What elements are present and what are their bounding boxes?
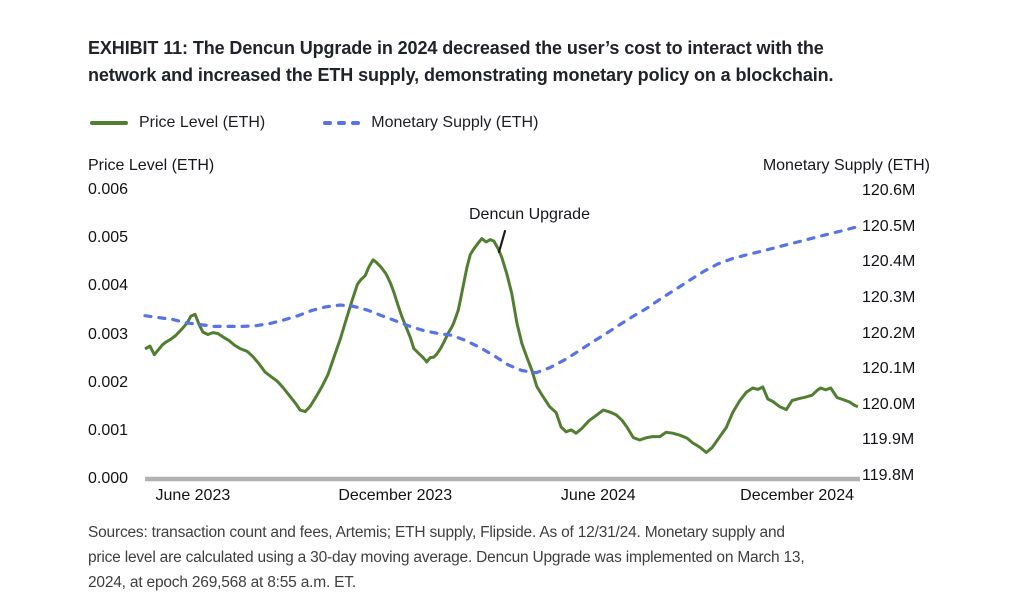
x-tick-label: June 2024	[560, 487, 636, 504]
y-tick-label: 119.8M	[862, 467, 915, 484]
x-tick-label: December 2023	[338, 487, 453, 504]
sources-note: Sources: transaction count and fees, Art…	[88, 520, 968, 595]
y-tick-label: 0.002	[88, 373, 129, 391]
y-tick-label: 0.001	[88, 421, 129, 439]
y-tick-label: 0.003	[88, 325, 129, 343]
exhibit-title-line: network and increased the ETH supply, de…	[88, 65, 834, 85]
y-tick-label: 120.0M	[862, 395, 916, 413]
annotation-callout-line	[497, 229, 507, 254]
legend-label-price-level: Price Level (ETH)	[139, 114, 266, 131]
y-tick-label: 0.005	[88, 229, 129, 247]
y-tick-label: 120.2M	[862, 324, 916, 342]
monetary-supply-line	[143, 224, 860, 375]
right-axis-title: Monetary Supply (ETH)	[762, 157, 930, 174]
left-axis-title: Price Level (ETH)	[88, 157, 215, 174]
legend-item-monetary-supply: Monetary Supply (ETH)	[323, 114, 538, 132]
annotation-label: Dencun Upgrade	[469, 206, 590, 223]
y-tick-label: 0.004	[88, 277, 129, 295]
exhibit-title: EXHIBIT 11: The Dencun Upgrade in 2024 d…	[88, 35, 948, 89]
y-tick-label: 120.4M	[862, 253, 916, 271]
plot-area	[143, 224, 860, 482]
y-tick-label: 120.1M	[862, 360, 916, 378]
y-tick-label: 0.006	[88, 181, 129, 198]
price-level-line	[144, 237, 859, 454]
monetary-supply-line-swatch	[323, 121, 361, 125]
legend-label-monetary-supply: Monetary Supply (ETH)	[371, 114, 539, 131]
sources-line: Sources: transaction count and fees, Art…	[88, 524, 785, 541]
y-tick-label: 120.6M	[862, 182, 916, 199]
exhibit-title-line: EXHIBIT 11: The Dencun Upgrade in 2024 d…	[88, 38, 824, 58]
y-tick-label: 0.000	[88, 470, 129, 487]
y-tick-label: 120.5M	[862, 217, 916, 235]
legend-item-price-level: Price Level (ETH)	[90, 114, 265, 132]
x-tick-label: December 2024	[740, 487, 854, 504]
y-tick-label: 119.9M	[862, 431, 915, 449]
chart-legend: Price Level (ETH) Monetary Supply (ETH)	[90, 114, 538, 132]
y-tick-label: 120.3M	[862, 288, 916, 306]
sources-line: price level are calculated using a 30-da…	[88, 549, 805, 566]
sources-line: 2024, at epoch 269,568 at 8:55 a.m. ET.	[88, 574, 356, 591]
x-tick-label: June 2023	[155, 487, 231, 504]
price-level-line-swatch	[90, 121, 128, 125]
